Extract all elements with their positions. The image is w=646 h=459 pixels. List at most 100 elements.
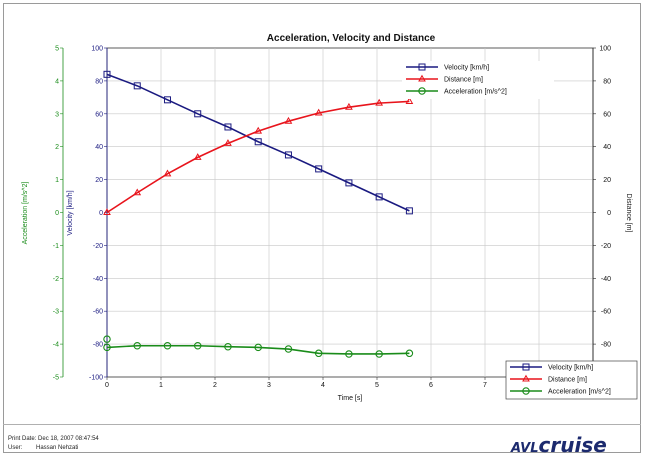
- legend-label: Velocity [km/h]: [444, 65, 489, 72]
- acceleration-axis-label: Acceleration [m/s^2]: [22, 182, 29, 245]
- velocity-point: [418, 63, 426, 71]
- acceleration-tick-label: -5: [53, 375, 59, 382]
- footer-separator: [3, 424, 641, 425]
- velocity-point: [522, 363, 530, 371]
- distance-tick-label: 80: [603, 78, 611, 85]
- acceleration-tick-label: 3: [55, 111, 59, 118]
- velocity-point: [224, 123, 232, 131]
- acceleration-point: [418, 87, 426, 95]
- x-tick-label: 5: [375, 382, 379, 389]
- velocity-point: [163, 96, 171, 104]
- logo-cruise-text: cruise: [538, 433, 607, 457]
- distance-point: [345, 102, 353, 110]
- x-tick-label: 2: [213, 382, 217, 389]
- velocity-tick-label: -80: [93, 342, 103, 349]
- acceleration-point: [133, 341, 141, 350]
- velocity-point: [375, 193, 383, 201]
- chart-series: [103, 70, 414, 358]
- acceleration-point: [103, 343, 111, 352]
- distance-point: [375, 98, 384, 106]
- series-line: [106, 73, 410, 212]
- acceleration-point: [405, 349, 414, 358]
- acceleration-tick-label: 1: [55, 177, 59, 184]
- velocity-tick-label: 20: [95, 177, 103, 184]
- x-tick-label: 7: [483, 382, 487, 389]
- distance-point: [284, 116, 293, 124]
- distance-tick-label: 60: [603, 111, 611, 118]
- acceleration-point: [224, 342, 232, 351]
- velocity-point: [254, 138, 262, 146]
- velocity-point: [345, 179, 353, 187]
- velocity-point: [194, 110, 202, 118]
- distance-tick-label: -80: [601, 342, 611, 349]
- acceleration-point: [345, 350, 353, 358]
- x-tick-label: 6: [429, 382, 433, 389]
- acceleration-point: [284, 345, 293, 353]
- acceleration-tick-label: -4: [53, 342, 59, 349]
- x-tick-label: 3: [267, 382, 271, 389]
- distance-point: [103, 208, 111, 215]
- acceleration-point: [254, 343, 262, 352]
- velocity-axis-label: Velocity [km/h]: [67, 190, 74, 235]
- velocity-point: [103, 70, 111, 78]
- velocity-tick-label: -20: [93, 243, 103, 250]
- legend-label: Velocity [km/h]: [548, 365, 593, 372]
- distance-point: [522, 374, 530, 382]
- chart-title: Acceleration, Velocity and Distance: [267, 33, 436, 44]
- chart-legends: Velocity [km/h] Distance [m] Acceleration …: [402, 61, 638, 400]
- acceleration-point: [193, 341, 202, 350]
- user-row: User: Hassan Nehzati: [8, 445, 78, 451]
- x-tick-label: 4: [321, 382, 325, 389]
- distance-tick-label: -20: [601, 243, 611, 250]
- chart-axes: 0123456789543210-1-2-3-4-5100806040200-2…: [53, 46, 611, 390]
- distance-point: [405, 97, 414, 104]
- velocity-point: [315, 165, 323, 173]
- acceleration-tick-label: -1: [53, 243, 59, 250]
- print-date-row: Print Date: Dec 18, 2007 08:47:54: [8, 436, 99, 442]
- velocity-point: [133, 82, 141, 90]
- user-label: User:: [8, 445, 23, 451]
- x-tick-label: 0: [105, 382, 109, 389]
- distance-point: [163, 169, 172, 177]
- series-line: [106, 344, 410, 355]
- chart: 0123456789543210-1-2-3-4-5100806040200-2…: [22, 33, 638, 402]
- acceleration-point: [103, 335, 111, 343]
- velocity-tick-label: 80: [95, 78, 103, 85]
- x-axis-label: Time [s]: [338, 395, 363, 402]
- distance-point: [224, 139, 232, 146]
- distance-tick-label: 0: [607, 210, 611, 217]
- distance-tick-label: 100: [599, 46, 611, 53]
- logo-avl-text: AVL: [511, 441, 539, 456]
- acceleration-point: [522, 387, 530, 395]
- legend-label: Distance [m]: [548, 377, 587, 384]
- acceleration-tick-label: 2: [55, 144, 59, 151]
- acceleration-tick-label: -3: [53, 309, 59, 316]
- distance-point: [418, 74, 426, 82]
- acceleration-point: [375, 350, 383, 358]
- distance-point: [254, 126, 263, 134]
- distance-tick-label: 20: [603, 177, 611, 184]
- velocity-tick-label: 100: [91, 46, 103, 53]
- velocity-tick-label: 0: [99, 210, 103, 217]
- distance-tick-label: -40: [601, 276, 611, 283]
- legend-label: Acceleration [m/s^2]: [548, 389, 611, 396]
- velocity-tick-label: -60: [93, 309, 103, 316]
- velocity-tick-label: -100: [89, 375, 103, 382]
- avl-cruise-logo: AVLcruise: [511, 433, 607, 457]
- distance-point: [193, 153, 202, 160]
- velocity-tick-label: -40: [93, 276, 103, 283]
- acceleration-tick-label: 0: [55, 210, 59, 217]
- series-line: [106, 100, 410, 214]
- print-date-label: Print Date:: [8, 436, 37, 442]
- user-value: Hassan Nehzati: [36, 445, 79, 451]
- x-tick-label: 1: [159, 382, 163, 389]
- velocity-point: [284, 151, 292, 159]
- acceleration-tick-label: 5: [55, 46, 59, 53]
- acceleration-point: [314, 349, 323, 358]
- distance-point: [314, 108, 323, 116]
- acceleration-point: [163, 341, 172, 350]
- velocity-point: [405, 207, 413, 215]
- distance-tick-label: -60: [601, 309, 611, 316]
- distance-point: [133, 188, 142, 196]
- acceleration-tick-label: 4: [55, 78, 59, 85]
